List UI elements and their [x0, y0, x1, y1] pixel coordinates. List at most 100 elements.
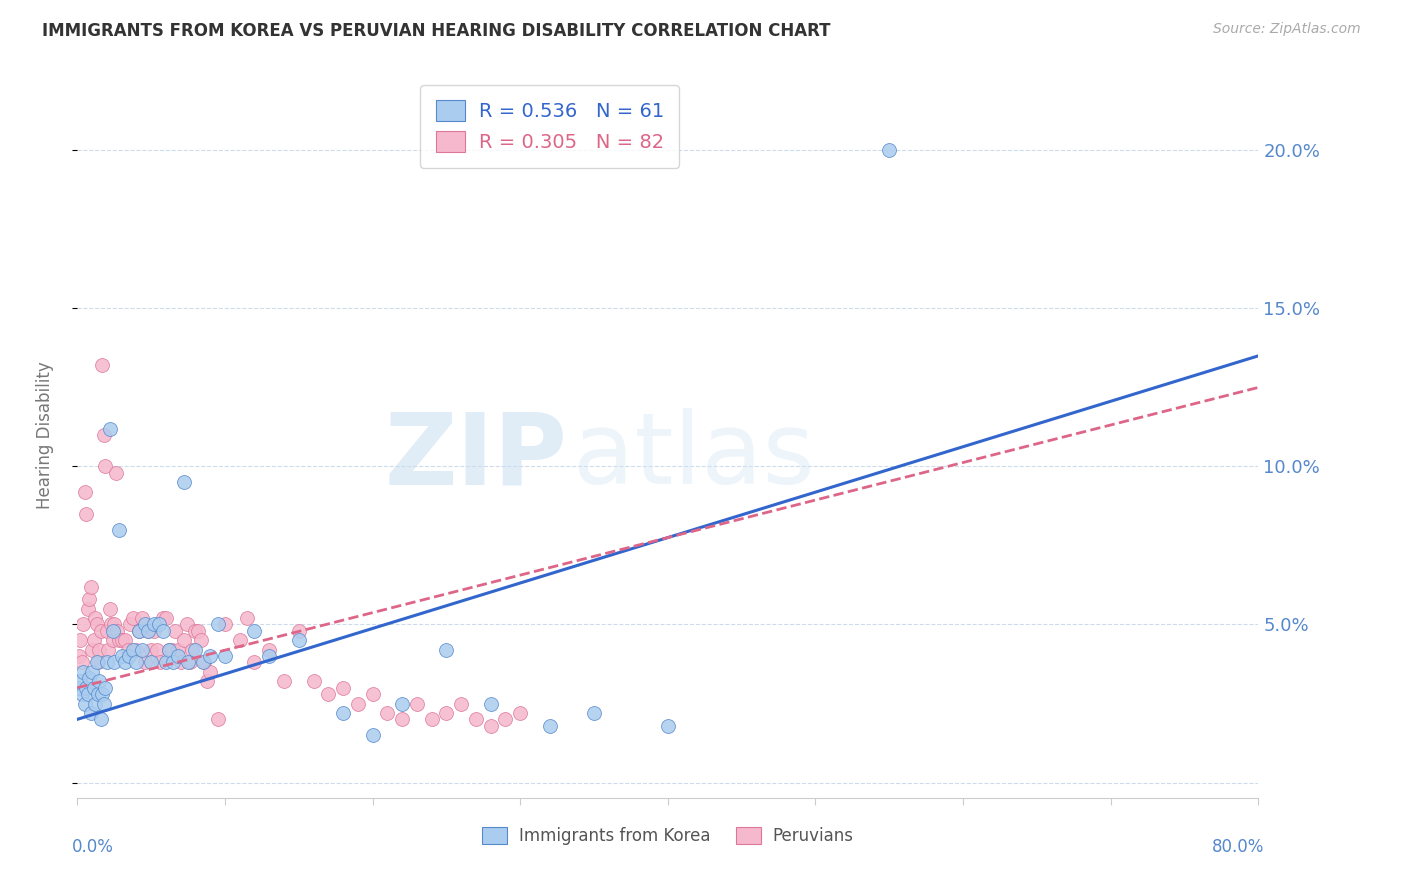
Point	[84, 611, 107, 625]
Point	[149, 656, 172, 670]
Point	[128, 624, 150, 638]
Point	[155, 656, 177, 670]
Point	[879, 144, 901, 158]
Point	[101, 633, 124, 648]
Point	[103, 617, 125, 632]
Point	[136, 624, 159, 638]
Point	[131, 611, 153, 625]
Point	[90, 712, 112, 726]
Point	[361, 687, 384, 701]
Point	[191, 656, 214, 670]
Point	[243, 624, 266, 638]
Point	[190, 633, 212, 648]
Point	[152, 611, 174, 625]
Point	[162, 656, 184, 670]
Point	[495, 712, 517, 726]
Point	[195, 674, 218, 689]
Point	[214, 649, 236, 664]
Text: 0.0%: 0.0%	[72, 838, 114, 856]
Point	[118, 649, 141, 664]
Text: ZIP: ZIP	[385, 409, 568, 505]
Point	[361, 728, 384, 742]
Point	[236, 611, 259, 625]
Point	[114, 656, 136, 670]
Point	[91, 359, 114, 373]
Point	[107, 523, 129, 537]
Point	[134, 617, 156, 632]
Point	[155, 611, 177, 625]
Point	[134, 656, 156, 670]
Point	[391, 712, 413, 726]
Point	[200, 665, 222, 679]
Point	[69, 674, 91, 689]
Point	[77, 671, 100, 685]
Point	[103, 656, 125, 670]
Point	[104, 466, 127, 480]
Point	[200, 649, 222, 664]
Point	[75, 681, 97, 695]
Point	[141, 642, 163, 657]
Point	[76, 601, 98, 615]
Point	[450, 697, 472, 711]
Point	[83, 681, 105, 695]
Point	[111, 649, 132, 664]
Point	[214, 617, 236, 632]
Point	[67, 681, 90, 695]
Point	[94, 459, 117, 474]
Point	[125, 656, 148, 670]
Point	[157, 642, 180, 657]
Point	[76, 687, 98, 701]
Point	[90, 624, 112, 638]
Point	[479, 697, 502, 711]
Point	[136, 624, 159, 638]
Point	[97, 642, 120, 657]
Point	[170, 656, 193, 670]
Text: Source: ZipAtlas.com: Source: ZipAtlas.com	[1213, 22, 1361, 37]
Point	[131, 642, 153, 657]
Point	[146, 642, 169, 657]
Point	[143, 624, 166, 638]
Point	[98, 601, 121, 615]
Point	[117, 642, 139, 657]
Point	[509, 706, 531, 720]
Point	[100, 617, 122, 632]
Point	[86, 656, 108, 670]
Point	[114, 633, 136, 648]
Point	[79, 580, 101, 594]
Legend: Immigrants from Korea, Peruvians: Immigrants from Korea, Peruvians	[475, 821, 860, 852]
Point	[94, 681, 117, 695]
Point	[207, 617, 229, 632]
Point	[436, 642, 458, 657]
Point	[288, 633, 311, 648]
Point	[259, 649, 281, 664]
Point	[122, 642, 145, 657]
Text: atlas: atlas	[574, 409, 815, 505]
Point	[125, 642, 148, 657]
Point	[243, 656, 266, 670]
Point	[157, 642, 180, 657]
Point	[173, 633, 195, 648]
Text: IMMIGRANTS FROM KOREA VS PERUVIAN HEARING DISABILITY CORRELATION CHART: IMMIGRANTS FROM KOREA VS PERUVIAN HEARIN…	[42, 22, 831, 40]
Point	[228, 633, 252, 648]
Point	[82, 642, 104, 657]
Point	[73, 484, 96, 499]
Point	[120, 617, 142, 632]
Point	[184, 642, 207, 657]
Point	[141, 656, 163, 670]
Point	[98, 421, 121, 435]
Point	[75, 507, 97, 521]
Point	[96, 624, 118, 638]
Point	[107, 633, 129, 648]
Point	[111, 633, 132, 648]
Point	[82, 665, 104, 679]
Point	[166, 649, 188, 664]
Point	[128, 624, 150, 638]
Point	[87, 687, 110, 701]
Point	[72, 665, 94, 679]
Point	[181, 642, 204, 657]
Point	[207, 712, 229, 726]
Point	[89, 642, 111, 657]
Point	[89, 674, 111, 689]
Point	[288, 624, 311, 638]
Point	[420, 712, 443, 726]
